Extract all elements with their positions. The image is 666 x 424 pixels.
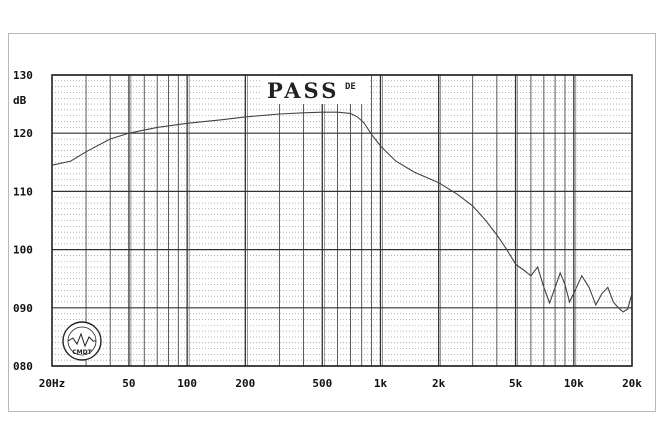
tick-labels: 130 120 110 100 090 080 20Hz 50 100 200 500 1k 2k 5k 1… [13, 69, 642, 390]
pass-background [261, 76, 369, 104]
x-tick-label: 200 [235, 377, 255, 390]
response-curve [51, 111, 633, 313]
pass-text: PASS [267, 78, 339, 103]
grid [51, 74, 633, 367]
x-tick-label: 20Hz [39, 377, 66, 390]
y-tick-label: 090 [13, 302, 33, 315]
y-tick-label: 100 [13, 244, 33, 257]
y-tick-label: 080 [13, 360, 33, 373]
plot-border [51, 74, 633, 367]
pass-watermark: PASS DE [261, 76, 369, 104]
stamp-text: CMDT [72, 349, 92, 356]
x-tick-label: 2k [432, 377, 446, 390]
x-tick-label: 1k [374, 377, 388, 390]
y-tick-label: 130 [13, 69, 33, 82]
x-tick-label: 20k [622, 377, 642, 390]
stamp-wave-mark [67, 332, 96, 348]
frequency-response-chart: 130 120 110 100 090 080 20Hz 50 100 200 500 1k 2k 5k 1… [13, 69, 642, 390]
x-tick-label: 50 [122, 377, 135, 390]
chart-frame: 130 120 110 100 090 080 20Hz 50 100 200 500 1k 2k 5k 1… [8, 33, 656, 412]
x-tick-label: 500 [312, 377, 332, 390]
y-tick-label: 110 [13, 185, 33, 198]
x-tick-label: 100 [177, 377, 197, 390]
x-tick-label: 10k [564, 377, 584, 390]
x-tick-label: 5k [509, 377, 523, 390]
y-tick-label: 120 [13, 127, 33, 140]
certification-stamp: CMDT [62, 321, 102, 361]
pass-superscript: DE [345, 82, 356, 92]
y-axis-label: dB [13, 94, 27, 107]
stamp-outer-ring [62, 321, 102, 361]
